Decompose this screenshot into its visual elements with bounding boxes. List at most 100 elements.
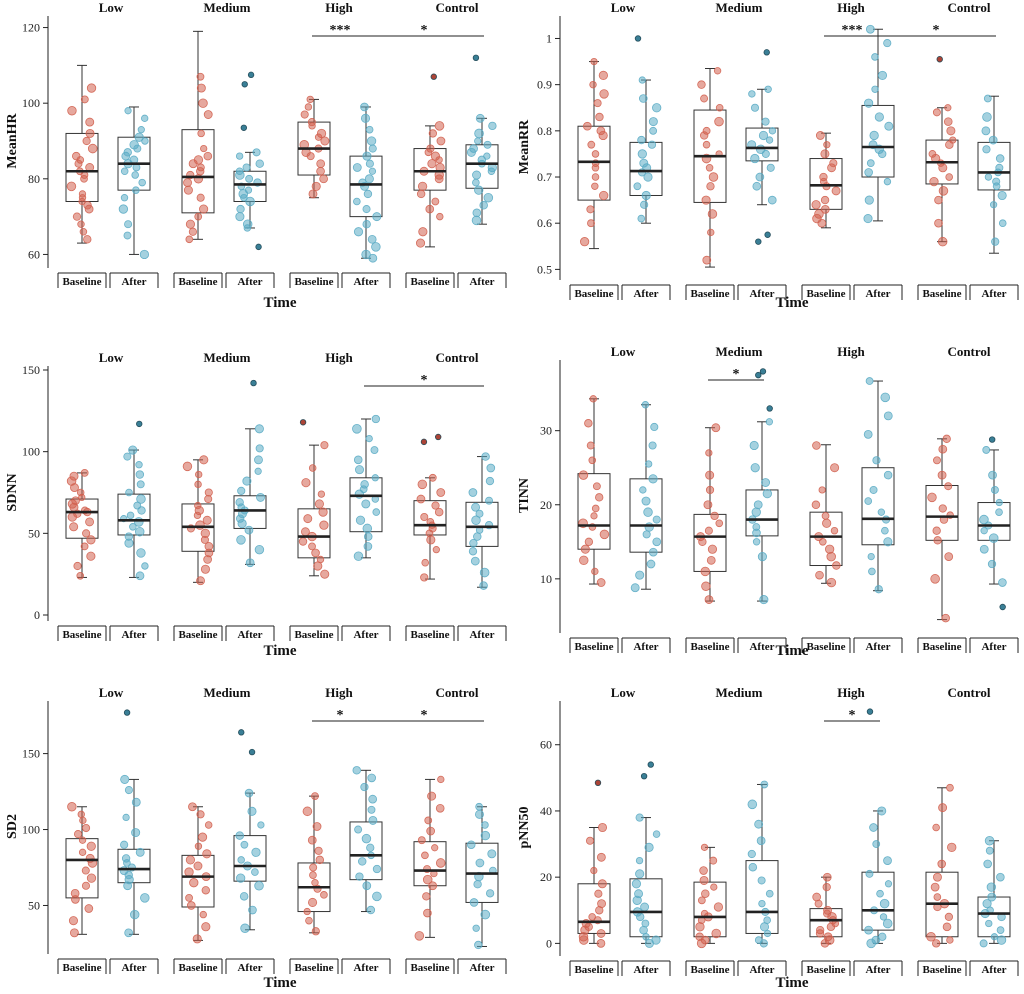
box-low-after: After: [621, 761, 671, 976]
data-point: [750, 153, 760, 164]
data-point: [365, 159, 374, 168]
box-medium-after: After: [225, 379, 275, 641]
data-point: [983, 859, 992, 869]
y-tick-label: 100: [22, 96, 40, 110]
data-point: [635, 813, 644, 822]
data-point: [818, 486, 826, 494]
data-point: [315, 855, 325, 865]
data-point: [196, 193, 205, 202]
data-point: [811, 500, 821, 510]
data-point: [820, 149, 830, 159]
data-point: [139, 249, 150, 260]
data-point: [316, 128, 327, 139]
data-point: [483, 140, 492, 149]
data-point: [77, 810, 85, 819]
x-tick-label: Baseline: [294, 629, 333, 641]
data-point: [648, 441, 657, 450]
data-point: [590, 866, 598, 875]
data-point: [353, 455, 363, 465]
data-point: [822, 518, 832, 528]
data-point: [711, 423, 721, 433]
data-point: [768, 127, 777, 135]
data-point: [422, 874, 433, 885]
x-tick-label: After: [865, 964, 890, 976]
data-point: [635, 856, 644, 865]
box-high-baseline: Baseline: [289, 419, 339, 641]
data-point: [82, 529, 91, 538]
data-point: [305, 916, 313, 925]
x-axis-label: Time: [775, 643, 808, 659]
data-point: [436, 488, 446, 497]
data-point: [431, 197, 440, 206]
data-point: [584, 537, 594, 546]
data-point: [320, 441, 329, 450]
data-point: [420, 512, 429, 522]
data-point: [128, 445, 138, 455]
x-tick-label: Baseline: [62, 629, 101, 641]
data-point: [352, 766, 361, 775]
data-point: [474, 940, 483, 950]
data-point: [473, 532, 482, 541]
data-point: [481, 452, 490, 461]
data-point: [754, 819, 764, 829]
data-point: [87, 143, 98, 154]
data-point: [715, 519, 724, 528]
data-point: [884, 121, 894, 131]
data-point: [86, 83, 97, 93]
data-point: [366, 905, 376, 915]
data-point: [587, 219, 595, 228]
data-point: [865, 24, 875, 34]
x-tick-label: Baseline: [574, 288, 613, 300]
data-point: [83, 235, 92, 244]
x-tick-label: After: [633, 641, 658, 653]
box-high-baseline: Baseline: [289, 95, 339, 288]
data-point: [481, 821, 489, 829]
data-point: [78, 836, 87, 844]
data-point: [133, 501, 142, 510]
data-point: [634, 889, 644, 899]
data-point: [134, 517, 144, 527]
x-tick-label: Baseline: [690, 288, 729, 300]
data-point: [69, 522, 79, 532]
data-point: [368, 794, 378, 804]
data-point: [748, 862, 758, 872]
data-point: [883, 177, 892, 186]
data-point: [366, 136, 377, 146]
group-title-control: Control: [947, 685, 990, 700]
data-point: [756, 836, 766, 846]
data-point: [425, 204, 435, 214]
data-point: [596, 939, 606, 948]
data-point: [879, 913, 888, 921]
data-point: [201, 922, 211, 932]
data-point: [314, 499, 324, 509]
data-point: [247, 71, 255, 79]
x-tick-label: Baseline: [922, 288, 961, 300]
data-point: [479, 567, 490, 578]
data-point: [648, 474, 658, 484]
x-tick-label: Baseline: [806, 641, 845, 653]
box-medium-after: After: [225, 729, 275, 974]
data-point: [366, 843, 375, 852]
data-point: [244, 525, 254, 535]
data-point: [86, 841, 96, 851]
data-point: [365, 434, 373, 443]
data-point: [186, 901, 196, 910]
group-title-medium: Medium: [716, 685, 763, 700]
y-tick-label: 150: [22, 747, 40, 761]
data-point: [77, 220, 85, 228]
data-point: [257, 821, 265, 829]
data-point: [832, 561, 841, 570]
data-point: [475, 802, 483, 811]
data-point: [815, 570, 824, 580]
box-high-after: After: [853, 24, 903, 300]
data-point: [871, 53, 879, 61]
data-point: [426, 535, 436, 545]
data-point: [138, 178, 146, 187]
data-point: [472, 178, 480, 187]
box-iqr: [465, 501, 499, 547]
data-point: [593, 99, 602, 108]
data-point: [630, 583, 640, 593]
data-point: [944, 912, 954, 922]
group-title-medium: Medium: [204, 350, 251, 365]
data-point: [188, 227, 197, 236]
